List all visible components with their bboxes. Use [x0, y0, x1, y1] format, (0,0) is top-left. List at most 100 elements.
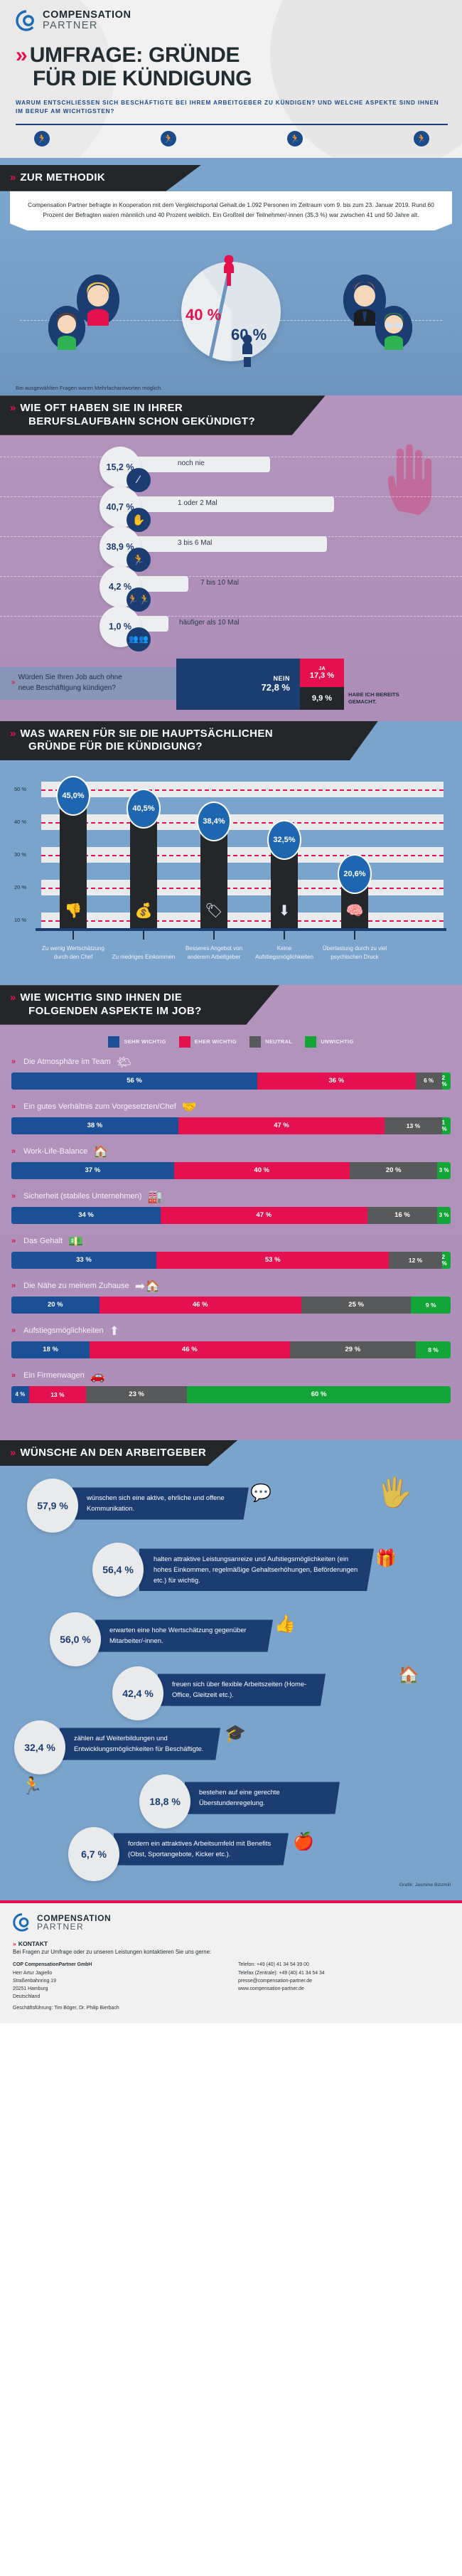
bar-value-bubble: 40,5%: [127, 789, 161, 829]
segment-sehr-wichtig: 38 %: [11, 1117, 178, 1134]
stress-head-icon: 🧠: [345, 903, 364, 920]
footer-logo: COMPENSATION PARTNER: [13, 1913, 449, 1932]
segment-eher-wichtig: 40 %: [173, 1161, 350, 1179]
crowd-icon: 👥👥: [127, 627, 151, 651]
stacked-bar: 4 % 13 % 23 % 60 %: [11, 1385, 451, 1403]
bar-value-bubble: 38,4%: [197, 802, 231, 842]
answer-yes-label: JA: [318, 665, 326, 672]
stacked-bar: 34 % 47 % 16 % 3 %: [11, 1206, 451, 1224]
chevron-icon: »: [10, 402, 16, 415]
graphic-credit: Grafik: Jasmine Bizzmill: [399, 1883, 451, 1888]
question3-banner-line2: FOLGENDEN ASPEKTE IM JOB?: [28, 1004, 202, 1017]
frequency-label: 1 oder 2 Mal: [178, 499, 217, 507]
answer-no-label: NEIN: [273, 675, 290, 683]
reasons-bar-chart: 50 % 40 % 30 % 20 % 10 % 45,0% 40,5% 38,…: [11, 770, 451, 961]
y-axis-tick-label: 20 %: [14, 884, 27, 891]
aspect-label: Sicherheit (stabiles Unternehmen): [23, 1192, 142, 1201]
aspect-label: Ein gutes Verhältnis zum Vorgesetzten/Ch…: [23, 1102, 176, 1112]
money-icon: 💵: [68, 1234, 84, 1248]
question2-section: » WAS WAREN FÜR SIE DIE HAUPTSÄCHLICHEN G…: [0, 720, 462, 986]
page-title-line2: FÜR DIE KÜNDIGUNG: [33, 66, 252, 90]
legend-swatch: [305, 1036, 317, 1048]
clock-icon: 🏃: [21, 1777, 43, 1797]
aspect-title: » Ein gutes Verhältnis zum Vorgesetzten/…: [11, 1101, 451, 1113]
stacked-bar: 37 % 40 % 20 % 3 %: [11, 1161, 451, 1179]
footer-email[interactable]: presse@compensation-partner.de: [238, 1978, 312, 1984]
aspect-row: » Work-Life-Balance 🏠 37 % 40 % 20 % 3 %: [11, 1146, 451, 1179]
segment-unwichtig: 1 %: [441, 1117, 451, 1134]
axis-tick: [284, 931, 285, 940]
footer-contact-heading: » KONTAKT: [13, 1940, 449, 1947]
factory-icon: 🏭: [147, 1189, 163, 1203]
bar: [60, 797, 87, 929]
dashed-guide-line: [0, 615, 462, 617]
aspect-row: » Ein gutes Verhältnis zum Vorgesetzten/…: [11, 1101, 451, 1134]
frequency-row: 4,2 % 7 bis 10 Mal 🏃🏃: [0, 565, 462, 612]
segment-eher-wichtig: 47 %: [161, 1206, 367, 1224]
methodik-banner-label: ZUR METHODIK: [20, 171, 106, 184]
runner-icon: 🏃: [414, 131, 429, 147]
question3-section: » WIE WICHTIG SIND IHNEN DIE FOLGENDEN AS…: [0, 985, 462, 1440]
wishes-banner-label: WÜNSCHE AN DEN ARBEITGEBER: [20, 1446, 207, 1459]
thumbs-up-icon: 👍: [274, 1614, 296, 1634]
question3-banner: » WIE WICHTIG SIND IHNEN DIE FOLGENDEN AS…: [0, 985, 280, 1025]
chevron-icon: »: [11, 1192, 16, 1201]
dashed-guide-line: [0, 575, 462, 577]
segment-neutral: 6 %: [415, 1072, 442, 1090]
legend-item: EHER WICHTIG: [178, 1036, 237, 1048]
wish-value-circle: 42,4 %: [112, 1666, 163, 1721]
chevron-icon: »: [10, 727, 16, 740]
answer-yes-value: 17,3 %: [309, 671, 335, 681]
frequency-bar: [131, 575, 188, 592]
car-icon: 🚗: [90, 1368, 105, 1383]
chevron-icon: »: [10, 991, 16, 1004]
chevron-icon: »: [11, 1282, 16, 1291]
footer-website[interactable]: www.compensation-partner.de: [238, 1986, 304, 1991]
divider: [16, 124, 448, 126]
price-tag-icon: 🏷: [205, 903, 223, 920]
hand-wave-icon: [381, 442, 445, 521]
handshake-icon: 🤝: [181, 1100, 197, 1114]
aspect-title: » Work-Life-Balance 🏠: [11, 1146, 451, 1158]
wish-text: erwarten eine hohe Wertschätzung gegenüb…: [95, 1619, 273, 1652]
stacked-bar: 33 % 53 % 12 % 2 %: [11, 1251, 451, 1269]
chevron-icon: »: [11, 1147, 16, 1156]
segment-eher-wichtig: 53 %: [156, 1251, 390, 1269]
footer-brand-line1: COMPENSATION: [37, 1912, 112, 1923]
y-axis-tick-label: 10 %: [14, 917, 27, 924]
axis-tick: [72, 931, 74, 940]
chevron-icon: »: [16, 43, 28, 68]
segment-unwichtig: 8 %: [416, 1341, 451, 1358]
runner-icon-row: 🏃 🏃 🏃 🏃: [16, 131, 448, 147]
graduation-icon: 🎓: [225, 1724, 246, 1744]
footer-address-column: COP CompensationPartner GmbH Herr Artur …: [13, 1961, 224, 2001]
x-axis-category-label: Besseres Angebot von anderem Arbeitgeber: [185, 945, 243, 960]
legend-label: NEUTRAL: [265, 1038, 293, 1045]
gender-pie-chart: 40 % 60 %: [181, 255, 281, 368]
aspect-row: » Sicherheit (stabiles Unternehmen) 🏭 34…: [11, 1191, 451, 1224]
stacked-bar: 56 % 36 % 6 % 2 %: [11, 1072, 451, 1090]
aspect-title: » Das Gehalt 💵: [11, 1235, 451, 1247]
footer-phone: Telefon: +49 (40) 41 34 54 39 00: [238, 1962, 309, 1968]
segment-unwichtig: 2 %: [441, 1072, 451, 1090]
gridline: [41, 920, 444, 922]
question1-banner-line1: WIE OFT HABEN SIE IN IHRER: [20, 402, 183, 415]
x-axis-category-label: Keine Aufstiegsmöglichkeiten: [255, 945, 313, 960]
chevron-icon: »: [13, 1940, 16, 1948]
frequency-bar: [131, 496, 334, 512]
segment-eher-wichtig: 46 %: [90, 1341, 290, 1358]
segment-neutral: 12 %: [389, 1251, 442, 1269]
gridline: [41, 855, 444, 857]
answer-already-label: HABE ICH BEREITS GEMACHT.: [348, 691, 399, 706]
thumbs-down-icon: 👎: [64, 903, 82, 920]
footer-management: Geschäftsführung: Tim Böger, Dr. Philip …: [13, 2006, 119, 2011]
female-percentage: 40 %: [186, 306, 222, 324]
segment-sehr-wichtig: 56 %: [11, 1072, 258, 1090]
footer-address-line: 20251 Hamburg: [13, 1986, 48, 1991]
segment-neutral: 29 %: [289, 1341, 417, 1358]
y-axis-tick-label: 40 %: [14, 819, 27, 826]
wish-text: halten attraktive Leistungsanreize und A…: [139, 1548, 374, 1592]
wish-text: bestehen auf eine gerechte Überstundenre…: [185, 1782, 340, 1814]
hand-icon: ✋: [127, 507, 151, 532]
chevron-icon: »: [11, 1371, 16, 1380]
